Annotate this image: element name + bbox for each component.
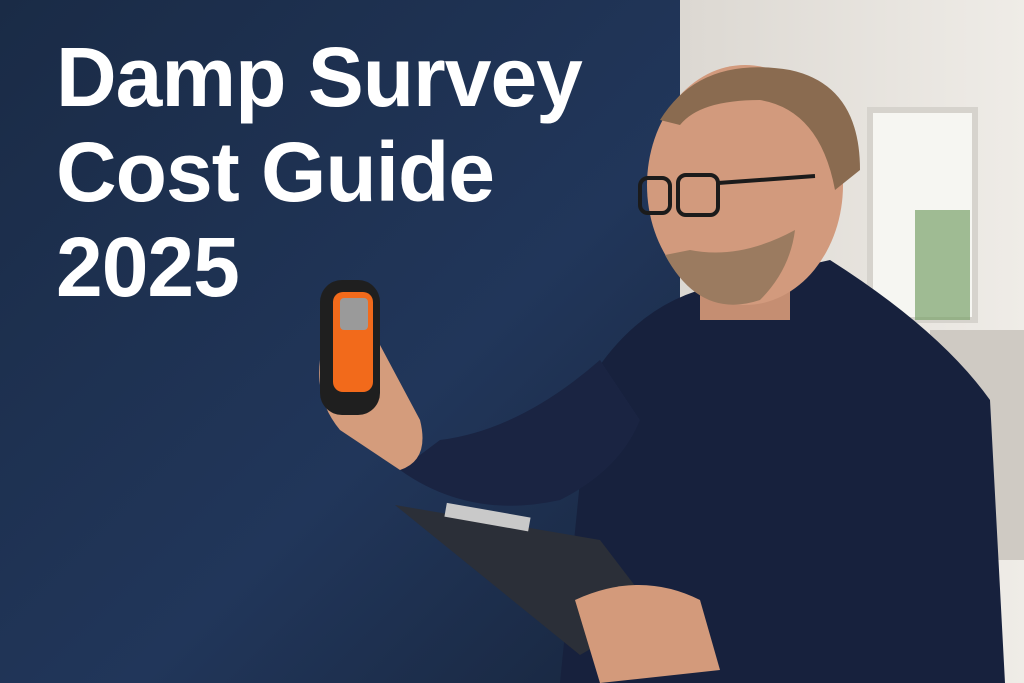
man-arm-raised xyxy=(400,360,640,506)
headline: Damp Survey Cost Guide 2025 xyxy=(56,30,583,315)
man-hair xyxy=(660,67,860,190)
plant xyxy=(915,210,970,320)
man-head xyxy=(647,65,843,305)
headline-line-1: Damp Survey xyxy=(56,30,583,124)
hand-holding-clipboard xyxy=(575,585,720,683)
headline-line-3: 2025 xyxy=(56,220,240,314)
man-torso xyxy=(560,260,1005,683)
man-beard xyxy=(665,230,795,305)
headline-line-2: Cost Guide xyxy=(56,125,495,219)
glasses-icon xyxy=(638,173,816,217)
moisture-meter-icon xyxy=(320,280,380,415)
